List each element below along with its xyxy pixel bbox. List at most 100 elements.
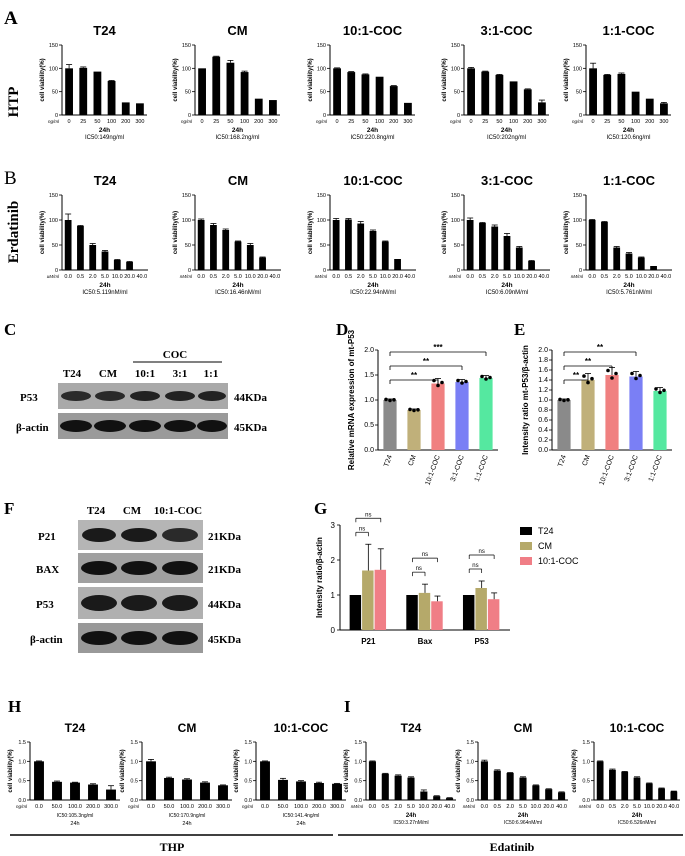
bar <box>126 262 133 270</box>
x-tick-label: 2.0 <box>506 804 514 810</box>
blot-f-row-actin: β-actin <box>30 634 63 646</box>
bar <box>631 91 640 115</box>
x-tick-label: 40.0 <box>269 274 280 280</box>
y-tick-label: 50 <box>576 90 582 96</box>
bar <box>466 220 474 270</box>
bar <box>613 247 621 270</box>
bar <box>234 241 242 270</box>
x-tick-label: 20.0 <box>124 274 135 280</box>
y-tick-label: 100 <box>573 218 582 224</box>
bar <box>121 102 130 115</box>
data-point <box>440 380 444 385</box>
chart-title: 10:1-COC <box>610 721 665 735</box>
bar <box>65 68 73 115</box>
x-tick-label: 0.0 <box>332 274 340 280</box>
x-axis-title: 24h <box>367 127 378 134</box>
sig-label: ns <box>365 512 371 518</box>
y-tick-label: 1.2 <box>538 387 548 394</box>
y-tick-label: 150 <box>573 193 582 199</box>
bar <box>198 68 206 115</box>
chart-b-1-1-coc: 1:1-COC 0 50 100 150 cell viability(%) 0.0 0.5 2… <box>564 173 672 296</box>
x-tick-label: 5.0 <box>369 274 377 280</box>
x-tick-label: T24 <box>383 454 394 468</box>
data-point <box>662 388 666 393</box>
legend-swatch <box>520 527 532 535</box>
y-tick-label: 1.5 <box>354 740 362 746</box>
bar <box>362 570 374 630</box>
chart-a-1-1-coc: 1:1-COC 0 50 100 150 cell viability(%) 0 25 50 10… <box>564 23 671 141</box>
data-point <box>562 398 566 403</box>
y-tick-label: 1.5 <box>18 740 26 746</box>
sig-label: ** <box>411 371 418 380</box>
y-tick-label: 2.0 <box>538 347 548 354</box>
chart-d-mrna: 0.0 0.5 1.0 1.5 2.0 Relative mRNA expression … <box>347 329 498 486</box>
blot-f-band <box>121 631 157 645</box>
y-tick-label: 150 <box>317 193 326 199</box>
bar <box>357 223 365 270</box>
y-tick-label: 1.0 <box>18 759 26 765</box>
x-tick-label: 20.0 <box>257 274 268 280</box>
blot-f-kda-bax: 21KDa <box>208 564 242 576</box>
sig-label: ** <box>423 357 430 366</box>
bar <box>381 773 389 800</box>
y-tick-label: 0 <box>323 268 326 274</box>
sig-label: ns <box>416 566 422 572</box>
y-axis-label: cell viability(%) <box>344 749 350 792</box>
data-point <box>558 397 562 402</box>
y-tick-label: 0.0 <box>466 798 474 804</box>
panel-label-b: B <box>4 168 17 189</box>
y-tick-label: 0.0 <box>582 798 590 804</box>
x-tick-label: 10:1-COC <box>425 454 442 486</box>
bar <box>645 98 654 115</box>
bar <box>506 772 514 800</box>
data-point <box>566 398 570 402</box>
bar <box>528 261 535 270</box>
blot-f-band <box>162 528 198 542</box>
chart-title: CM <box>178 721 197 735</box>
y-tick-label: 0.5 <box>244 779 252 785</box>
y-tick-label: 0 <box>457 268 460 274</box>
chart-title: 10:1-COC <box>274 721 329 735</box>
x-tick-label: 2.0 <box>89 274 97 280</box>
bar <box>650 266 657 270</box>
bar <box>222 230 230 270</box>
x-tick-label: 10:1-COC <box>599 454 616 486</box>
x-tick-label: CM <box>582 454 592 467</box>
x-tick-label: 300.0 <box>216 804 230 810</box>
y-axis-label: cell viability(%) <box>8 749 14 792</box>
x-tick-label: 0 <box>336 119 339 125</box>
x-tick-label: 0.5 <box>479 274 487 280</box>
y-tick-label: 1 <box>331 591 336 600</box>
blot-f-lane-cm: CM <box>123 505 142 517</box>
x-tick-label: 20.0 <box>526 274 537 280</box>
x-tick-label: 200 <box>645 119 654 125</box>
bar <box>101 251 109 270</box>
y-axis-label: Intensity ratio/β-actin <box>315 537 324 618</box>
chart-h-10-1-coc: 10:1-COC 0.0 0.5 1.0 1.5 cell viability(%) 0.0… <box>234 721 346 827</box>
blot-f-kda-p53: 44KDa <box>208 599 242 611</box>
y-tick-label: 0 <box>323 113 326 119</box>
blot-c-band <box>165 391 195 401</box>
x-tick-label: 20.0 <box>543 804 554 810</box>
bar <box>79 67 88 115</box>
bar <box>581 380 595 450</box>
y-axis-label: cell viability(%) <box>234 749 240 792</box>
bar <box>645 783 653 800</box>
x-tick-label: 100 <box>509 119 518 125</box>
x-tick-label: 0.5 <box>345 274 353 280</box>
x-tick-label: 200 <box>389 119 398 125</box>
blot-f-band <box>81 561 117 575</box>
chart-b-3-1-coc: 3:1-COC 0 50 100 150 cell viability(%) 0.0 0.5 2… <box>442 173 550 296</box>
x-tick-label: 10.0 <box>636 274 647 280</box>
x-tick-label: 40.0 <box>444 804 455 810</box>
sig-label: ns <box>359 526 365 532</box>
bar <box>637 257 645 270</box>
bar <box>407 777 415 800</box>
ic50-label: IC50:105.3ng/ml <box>57 813 94 819</box>
x-axis-title: 24h <box>518 813 529 819</box>
bar <box>394 259 401 270</box>
data-point <box>484 377 488 381</box>
bar <box>545 789 553 800</box>
x-unit-label: ng/ml <box>242 804 254 809</box>
bar <box>515 247 523 270</box>
